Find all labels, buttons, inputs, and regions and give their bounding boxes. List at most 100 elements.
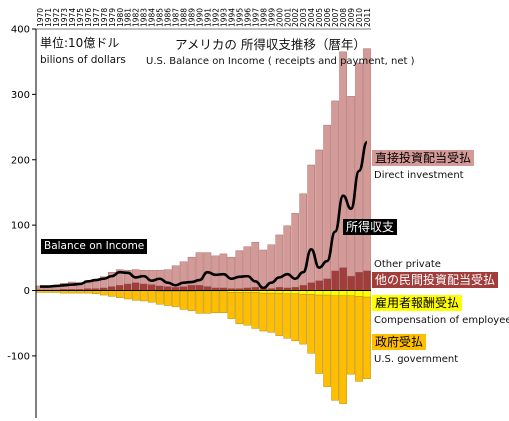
x-tick-label: 1980 bbox=[116, 8, 125, 27]
compensation-bar bbox=[323, 290, 331, 296]
other-private-bar bbox=[203, 286, 212, 291]
unit-label-jp: 単位:10億ドル bbox=[40, 36, 120, 50]
chart-title-jp: アメリカの 所得収支推移（暦年） bbox=[175, 37, 366, 52]
compensation-bar bbox=[347, 290, 355, 296]
direct-investment-bar bbox=[331, 100, 339, 272]
direct-investment-label-jp: 直接投資配当受払 bbox=[372, 150, 475, 166]
government-bar bbox=[155, 290, 164, 305]
other-private-label-jp: 他の民間投資配当受払 bbox=[372, 272, 499, 288]
government-bar bbox=[195, 291, 204, 314]
government-bar bbox=[107, 290, 116, 297]
x-tick-label: 2011 bbox=[363, 8, 372, 27]
direct-investment-bar bbox=[323, 124, 331, 279]
direct-investment-bar bbox=[251, 241, 260, 288]
direct-investment-bar bbox=[171, 265, 180, 288]
direct-investment-bar bbox=[227, 256, 236, 289]
direct-investment-bar bbox=[243, 246, 252, 289]
government-bar bbox=[243, 292, 252, 326]
other-private-bar bbox=[131, 282, 140, 291]
other-private-bar bbox=[187, 285, 196, 291]
x-tick-label: 1996 bbox=[243, 8, 252, 27]
y-tick-label: 300 bbox=[11, 90, 30, 101]
x-tick-label: 2009 bbox=[347, 8, 356, 27]
government-bar bbox=[227, 292, 236, 319]
government-bar bbox=[267, 292, 276, 333]
government-bar bbox=[139, 290, 148, 302]
x-tick-label: 1997 bbox=[251, 8, 260, 27]
direct-investment-bar bbox=[275, 234, 284, 288]
direct-investment-bar bbox=[115, 269, 124, 286]
other-private-bar bbox=[299, 285, 307, 291]
direct-investment-bar bbox=[100, 276, 108, 289]
balance-label-en: Balance on Income bbox=[41, 239, 148, 254]
direct-investment-label-en: Direct investment bbox=[374, 170, 464, 181]
x-tick-label: 2002 bbox=[291, 8, 300, 27]
direct-investment-bar bbox=[315, 149, 323, 281]
government-bar bbox=[100, 290, 108, 296]
compensation-label-en: Compensation of employee bbox=[374, 315, 509, 326]
government-bar bbox=[299, 294, 307, 345]
other-private-label-en: Other private bbox=[374, 259, 441, 270]
government-bar bbox=[331, 295, 339, 401]
x-tick-label: 1976 bbox=[84, 8, 93, 27]
x-tick-label: 1994 bbox=[227, 8, 236, 27]
government-bar bbox=[115, 290, 124, 298]
compensation-bar bbox=[299, 290, 307, 295]
x-tick-label: 1992 bbox=[211, 8, 220, 27]
x-tick-label: 1985 bbox=[156, 8, 165, 27]
x-tick-label: 1973 bbox=[60, 8, 69, 27]
compensation-bar bbox=[339, 290, 347, 296]
other-private-bar bbox=[355, 272, 363, 291]
direct-investment-bar bbox=[299, 193, 307, 286]
direct-investment-bar bbox=[107, 272, 116, 287]
government-bar bbox=[251, 292, 260, 329]
direct-investment-bar bbox=[347, 96, 355, 277]
government-bar bbox=[163, 290, 172, 306]
x-tick-label: 1995 bbox=[235, 8, 244, 27]
government-bar bbox=[203, 291, 212, 314]
other-private-bar bbox=[179, 286, 188, 291]
other-private-bar bbox=[107, 286, 116, 291]
compensation-bar bbox=[363, 290, 371, 298]
government-bar bbox=[211, 291, 220, 313]
x-tick-label: 2001 bbox=[283, 8, 292, 27]
other-private-bar bbox=[115, 285, 124, 291]
balance-label-jp: 所得収支 bbox=[343, 219, 398, 235]
x-tick-label: 1972 bbox=[52, 8, 61, 27]
direct-investment-bar bbox=[147, 270, 156, 285]
government-bar bbox=[179, 290, 188, 310]
government-bar bbox=[123, 290, 132, 300]
x-tick-label: 1989 bbox=[188, 8, 197, 27]
x-tick-label: 1975 bbox=[76, 8, 85, 27]
other-private-bar bbox=[147, 284, 156, 291]
compensation-bar bbox=[355, 290, 363, 297]
x-tick-label: 2004 bbox=[307, 8, 316, 27]
y-tick-label: -100 bbox=[7, 351, 30, 362]
government-label-jp: 政府受払 bbox=[372, 334, 427, 350]
other-private-bar bbox=[363, 270, 371, 291]
x-tick-label: 1998 bbox=[259, 8, 268, 27]
compensation-bar bbox=[315, 290, 323, 296]
other-private-bar bbox=[155, 285, 164, 291]
direct-investment-bar bbox=[307, 164, 315, 283]
direct-investment-bar bbox=[163, 269, 172, 287]
x-tick-label: 1979 bbox=[108, 8, 117, 27]
unit-label-en: bilions of dollars bbox=[40, 54, 126, 66]
direct-investment-bar bbox=[76, 282, 84, 290]
compensation-bar bbox=[307, 290, 315, 295]
government-bar bbox=[219, 291, 228, 313]
y-tick-label: 400 bbox=[11, 25, 30, 36]
direct-investment-bar bbox=[187, 256, 196, 286]
x-tick-label: 1993 bbox=[219, 8, 228, 27]
x-tick-label: 2005 bbox=[315, 8, 324, 27]
direct-investment-bar bbox=[219, 253, 228, 289]
x-tick-label: 1970 bbox=[36, 8, 45, 27]
x-tick-label: 1983 bbox=[140, 8, 149, 27]
y-tick-label: 200 bbox=[11, 155, 30, 166]
x-tick-label: 1982 bbox=[132, 8, 141, 27]
x-tick-label: 2003 bbox=[299, 8, 308, 27]
direct-investment-bar bbox=[267, 244, 276, 289]
government-bar bbox=[315, 294, 323, 374]
